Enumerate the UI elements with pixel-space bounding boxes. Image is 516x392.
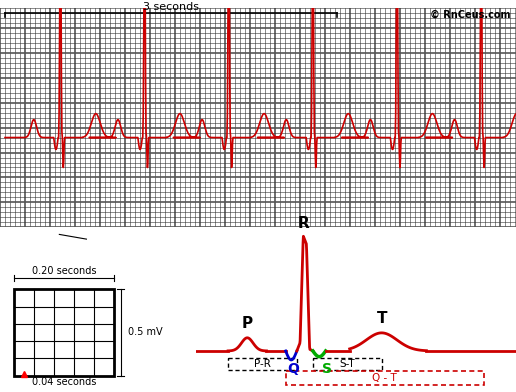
Text: 3 seconds: 3 seconds xyxy=(143,2,199,12)
Bar xyxy=(228,358,297,370)
Text: P: P xyxy=(241,316,253,331)
Text: R: R xyxy=(297,216,309,231)
Text: 0.5 mV: 0.5 mV xyxy=(128,327,163,338)
Bar xyxy=(313,358,382,370)
Text: © RnCeus.com: © RnCeus.com xyxy=(429,10,510,20)
Text: S-T: S-T xyxy=(340,359,355,368)
Text: Q - T: Q - T xyxy=(373,374,397,383)
Text: Q: Q xyxy=(288,361,300,376)
Text: 0.20 seconds: 0.20 seconds xyxy=(31,266,96,276)
Text: 0.04 seconds: 0.04 seconds xyxy=(31,377,96,387)
Text: P-R: P-R xyxy=(254,359,271,368)
Bar xyxy=(286,372,484,385)
Text: S: S xyxy=(322,361,332,376)
Bar xyxy=(14,289,114,376)
Text: T: T xyxy=(376,311,387,326)
